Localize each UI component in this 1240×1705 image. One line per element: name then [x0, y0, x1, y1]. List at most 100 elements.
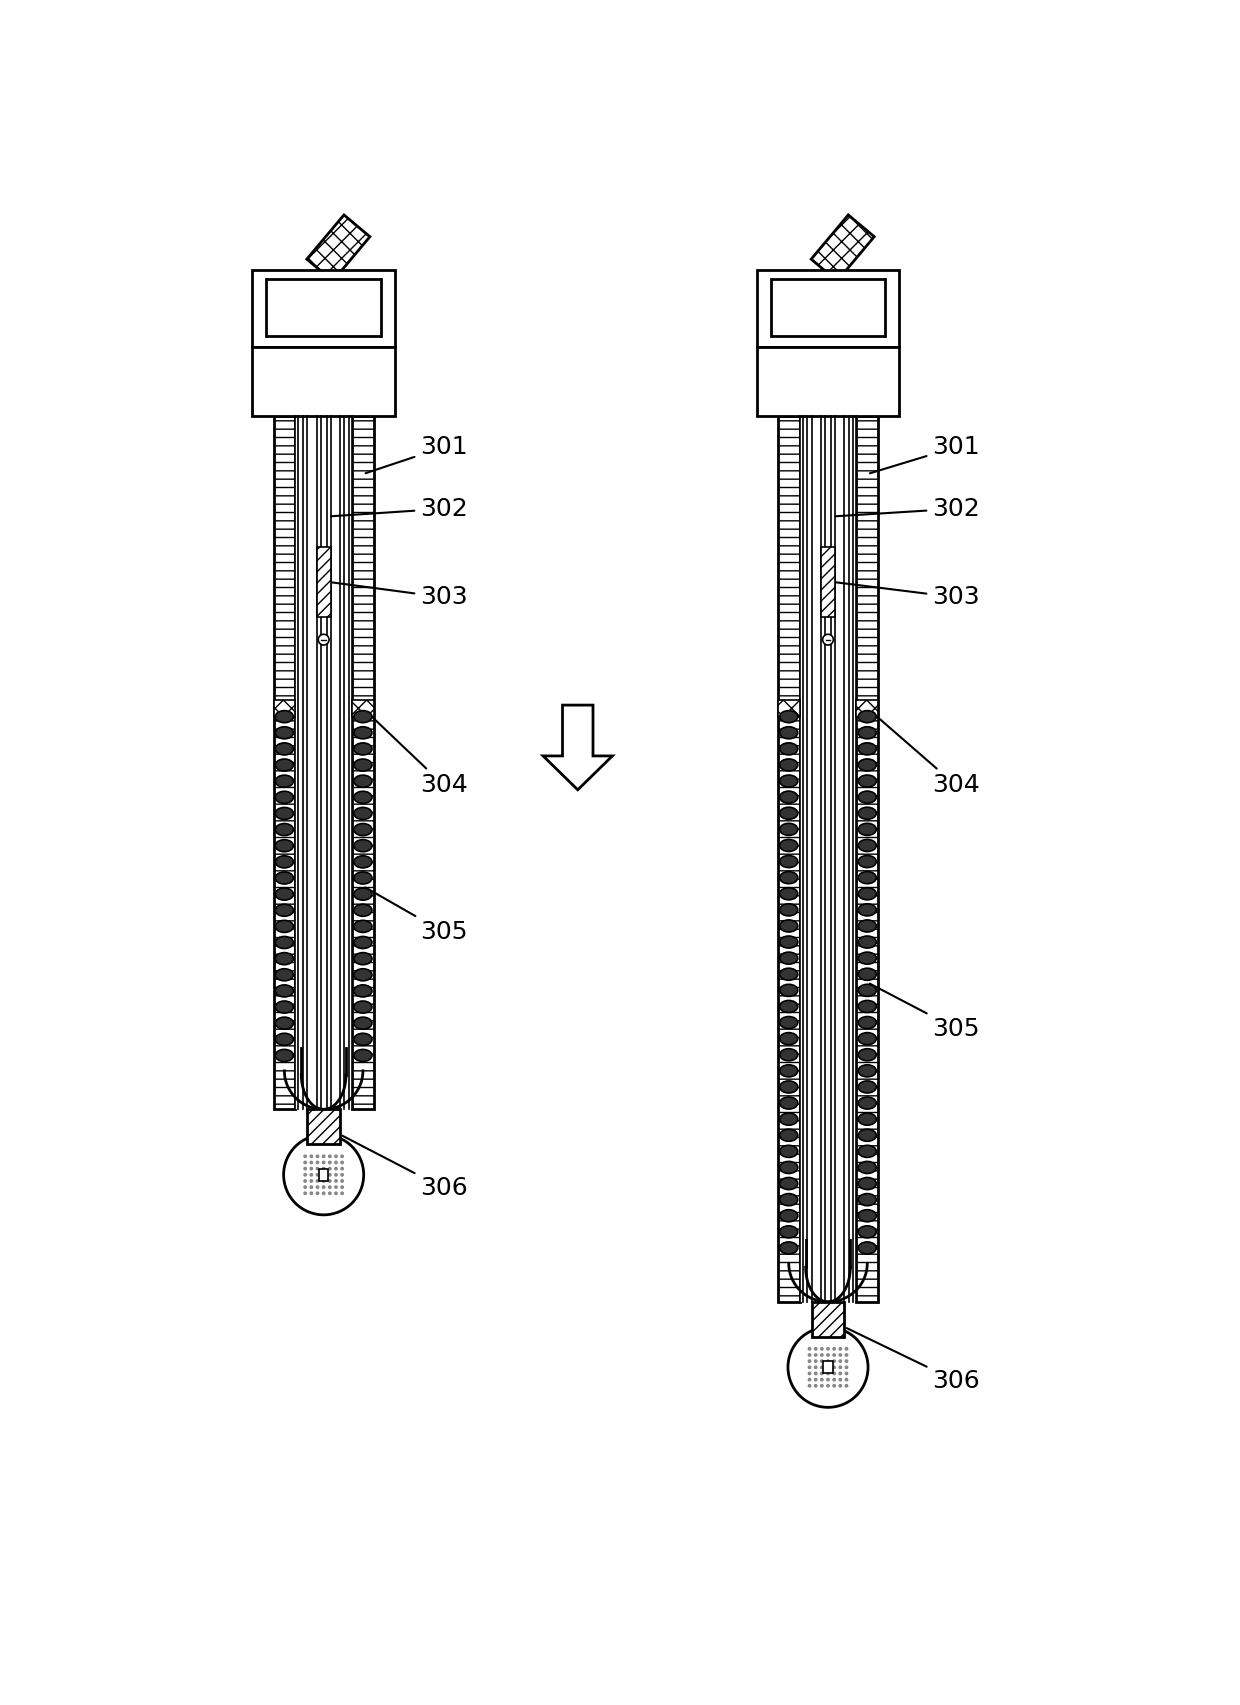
- Ellipse shape: [780, 711, 797, 723]
- Circle shape: [807, 1371, 811, 1376]
- Circle shape: [832, 1347, 836, 1350]
- Circle shape: [826, 1354, 830, 1357]
- Circle shape: [304, 1161, 308, 1165]
- Circle shape: [813, 1366, 817, 1369]
- Ellipse shape: [275, 839, 294, 852]
- Bar: [319, 1168, 329, 1182]
- Ellipse shape: [780, 951, 797, 965]
- Ellipse shape: [858, 1081, 877, 1093]
- Circle shape: [327, 1166, 332, 1171]
- Ellipse shape: [275, 743, 294, 755]
- Circle shape: [832, 1366, 836, 1369]
- Circle shape: [321, 1185, 326, 1188]
- Circle shape: [844, 1359, 848, 1362]
- Circle shape: [832, 1359, 836, 1362]
- Ellipse shape: [858, 1161, 877, 1173]
- Ellipse shape: [780, 839, 797, 851]
- Text: 304: 304: [869, 709, 980, 798]
- Circle shape: [807, 1378, 811, 1381]
- Text: 302: 302: [836, 496, 980, 520]
- Circle shape: [838, 1371, 842, 1376]
- Ellipse shape: [780, 1146, 797, 1158]
- Ellipse shape: [275, 904, 294, 916]
- Circle shape: [340, 1180, 343, 1183]
- Circle shape: [832, 1354, 836, 1357]
- Ellipse shape: [275, 776, 294, 788]
- Circle shape: [826, 1366, 830, 1369]
- Bar: [770, 280, 885, 336]
- Circle shape: [327, 1192, 332, 1195]
- Bar: [274, 416, 295, 1110]
- Ellipse shape: [858, 1129, 877, 1141]
- Circle shape: [340, 1173, 343, 1176]
- Ellipse shape: [858, 759, 877, 771]
- Ellipse shape: [780, 1161, 797, 1173]
- Ellipse shape: [275, 1049, 294, 1062]
- Circle shape: [813, 1378, 817, 1381]
- Circle shape: [838, 1384, 842, 1388]
- Ellipse shape: [275, 856, 294, 868]
- Circle shape: [822, 634, 833, 644]
- Ellipse shape: [858, 1146, 877, 1158]
- Ellipse shape: [275, 871, 294, 883]
- Ellipse shape: [353, 824, 372, 835]
- Ellipse shape: [858, 1001, 877, 1013]
- Circle shape: [813, 1384, 817, 1388]
- Circle shape: [826, 1378, 830, 1381]
- Ellipse shape: [780, 1016, 797, 1028]
- Circle shape: [838, 1378, 842, 1381]
- Circle shape: [340, 1185, 343, 1188]
- Circle shape: [340, 1192, 343, 1195]
- Circle shape: [334, 1161, 337, 1165]
- Ellipse shape: [858, 904, 877, 916]
- Circle shape: [340, 1154, 343, 1158]
- Ellipse shape: [858, 1113, 877, 1125]
- Ellipse shape: [858, 726, 877, 738]
- Circle shape: [838, 1366, 842, 1369]
- Ellipse shape: [858, 1096, 877, 1108]
- Ellipse shape: [780, 1033, 797, 1045]
- Ellipse shape: [353, 726, 372, 738]
- Ellipse shape: [858, 806, 877, 820]
- Ellipse shape: [275, 985, 294, 997]
- Circle shape: [334, 1154, 337, 1158]
- Circle shape: [310, 1192, 314, 1195]
- Ellipse shape: [353, 743, 372, 755]
- Ellipse shape: [858, 921, 877, 933]
- Ellipse shape: [858, 1033, 877, 1045]
- Ellipse shape: [353, 1049, 372, 1062]
- Circle shape: [820, 1384, 823, 1388]
- Ellipse shape: [353, 711, 372, 723]
- Ellipse shape: [858, 824, 877, 835]
- Circle shape: [315, 1180, 320, 1183]
- Circle shape: [820, 1359, 823, 1362]
- Circle shape: [315, 1185, 320, 1188]
- Ellipse shape: [780, 1226, 797, 1238]
- Circle shape: [315, 1166, 320, 1171]
- Bar: [274, 699, 295, 716]
- Circle shape: [826, 1359, 830, 1362]
- Text: 306: 306: [847, 1328, 980, 1393]
- Ellipse shape: [353, 791, 372, 803]
- Ellipse shape: [780, 1066, 797, 1078]
- Ellipse shape: [353, 936, 372, 948]
- Circle shape: [321, 1161, 326, 1165]
- Ellipse shape: [780, 921, 797, 933]
- Circle shape: [310, 1161, 314, 1165]
- Circle shape: [838, 1347, 842, 1350]
- Circle shape: [813, 1359, 817, 1362]
- Ellipse shape: [275, 726, 294, 738]
- Text: 305: 305: [366, 887, 467, 945]
- Ellipse shape: [858, 968, 877, 980]
- Ellipse shape: [780, 1096, 797, 1108]
- Text: 306: 306: [342, 1136, 467, 1200]
- Circle shape: [340, 1161, 343, 1165]
- Text: 303: 303: [836, 581, 980, 609]
- Circle shape: [820, 1347, 823, 1350]
- Circle shape: [820, 1378, 823, 1381]
- Circle shape: [315, 1161, 320, 1165]
- Ellipse shape: [780, 984, 797, 996]
- Circle shape: [310, 1173, 314, 1176]
- Ellipse shape: [780, 936, 797, 948]
- Bar: [253, 269, 394, 348]
